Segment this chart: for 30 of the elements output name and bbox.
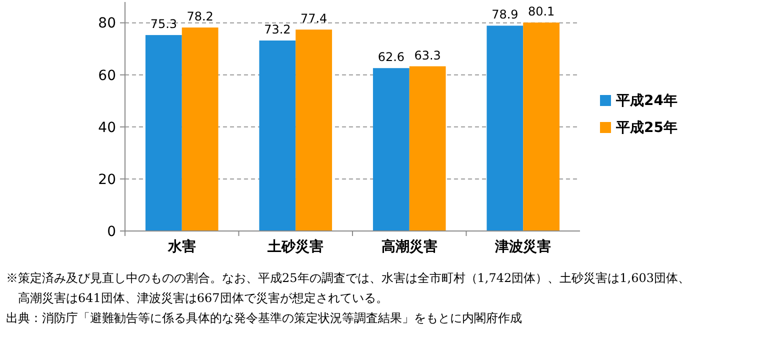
bar xyxy=(296,30,332,231)
x-tick-label: 津波災害 xyxy=(494,238,552,255)
data-label: 77.4 xyxy=(300,12,328,26)
bar xyxy=(372,68,410,231)
bar xyxy=(145,35,182,231)
legend-label: 平成24年 xyxy=(615,92,678,109)
bar xyxy=(409,66,446,231)
x-tick-label: 水害 xyxy=(166,238,196,255)
data-label: 73.2 xyxy=(264,22,291,37)
text: 高潮災害は641団体、津波災害は667団体で災害が想定されている。 xyxy=(6,291,388,305)
bar xyxy=(259,40,296,231)
y-tick-label: 0 xyxy=(107,224,116,240)
data-label: 80.1 xyxy=(528,4,555,19)
source-note: 出典：消防庁「避難勧告等に係る具体的な発令基準の策定状況等調査結果」をもとに内閣府作成 xyxy=(6,311,522,325)
legend-label: 平成25年 xyxy=(615,120,678,136)
y-tick-label: 40 xyxy=(98,120,116,136)
bar xyxy=(523,22,560,231)
y-tick-label: 80 xyxy=(98,16,116,32)
data-label: 63.3 xyxy=(414,48,441,62)
data-label: 78.9 xyxy=(492,8,518,22)
y-tick-label: 20 xyxy=(98,172,116,188)
data-label: 75.3 xyxy=(150,17,178,32)
bar xyxy=(486,26,524,231)
text: ※策定済み及び見直し中のものの割合。なお、平成25年の調査では、水害は全市町村（1,742団体）、土砂災害は1,603団体、 xyxy=(6,271,690,285)
x-tick-label: 土砂災害 xyxy=(266,238,324,255)
bar xyxy=(182,28,218,231)
y-tick-label: 60 xyxy=(98,68,116,84)
data-label: 78.2 xyxy=(186,10,214,24)
x-tick-label: 高潮災害 xyxy=(381,238,438,255)
data-label: 62.6 xyxy=(378,50,405,64)
